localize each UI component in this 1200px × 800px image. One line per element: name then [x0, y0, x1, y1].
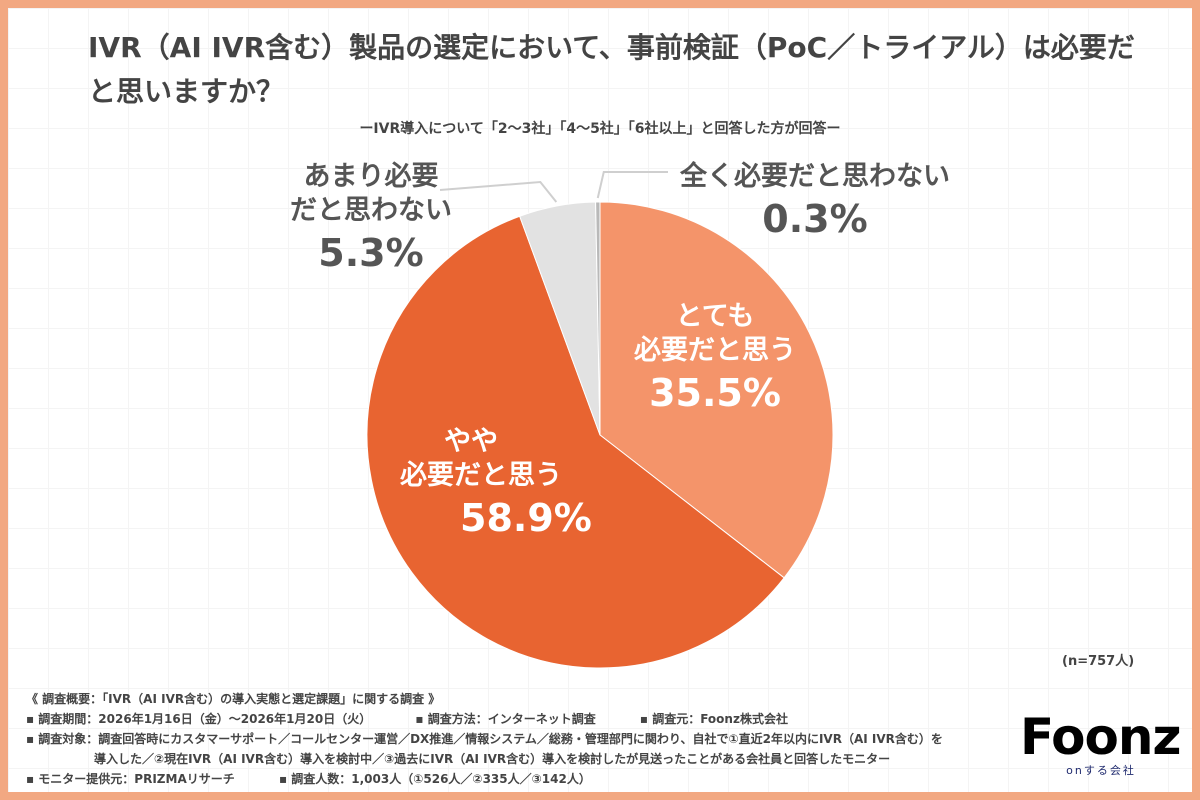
survey-respondents: ▪ 調査人数：1,003人（①526人／②335人／③142人） [278, 772, 591, 786]
leader-not-very-necessary [439, 180, 558, 203]
survey-row-last: ▪ モニター提供元：PRIZMAリサーチ ▪ 調査人数：1,003人（①526人… [26, 769, 1016, 789]
label-very-necessary: とても 必要だと思う 35.5% [634, 301, 796, 415]
label-somewhat-necessary: やや 必要だと思う 58.9% [400, 426, 592, 540]
survey-source: ▪ 調査元：Foonz株式会社 [639, 712, 788, 726]
survey-target-1: ▪ 調査対象：調査回答時にカスタマーサポート／コールセンター運営／DX推進／情報… [26, 732, 943, 746]
chart-subtitle: ーIVR導入について「2〜3社」「4〜5社」「6社以上」と回答した方が回答ー [359, 121, 841, 137]
slice-very-necessary [599, 201, 834, 579]
survey-monitor: ▪ モニター提供元：PRIZMAリサーチ [26, 772, 235, 786]
label-not-at-all-necessary: 全く必要だと思わない 0.3% [680, 161, 950, 241]
leader-lines [439, 171, 668, 203]
slice-somewhat-necessary [366, 215, 785, 669]
logo-tagline: onする会社 [1066, 764, 1136, 777]
company-logo: Foonz onする会社 [1020, 712, 1188, 792]
survey-row-1: ▪ 調査期間：2026年1月16日（金）〜2026年1月20日（火） ▪ 調査方… [26, 709, 1016, 729]
survey-notes: 《 調査概要：「IVR（AI IVR含む）の導入実態と選定課題」に関する調査 》… [26, 689, 1016, 789]
survey-target-2: 導入した／②現在IVR（AI IVR含む）導入を検討中／③過去にIVR（AI I… [94, 752, 891, 766]
survey-heading: 《 調査概要：「IVR（AI IVR含む）の導入実態と選定課題」に関する調査 》 [26, 692, 441, 706]
slice-not-at-all-necessary [595, 201, 601, 436]
label-not-very-necessary: あまり必要 だと思わない 5.3% [290, 161, 452, 275]
survey-method: ▪ 調査方法：インターネット調査 [415, 712, 596, 726]
pie-slices [366, 201, 834, 669]
leader-not-at-all-necessary [596, 171, 668, 199]
chart-title: IVR（AI IVR含む）製品の選定において、事前検証（PoC／トライアル）は必… [88, 31, 1135, 108]
survey-period: ▪ 調査期間：2026年1月16日（金）〜2026年1月20日（火） [26, 712, 372, 726]
sample-size: (n=757人) [1062, 654, 1135, 669]
logo-wordmark: Foonz [1020, 708, 1182, 766]
